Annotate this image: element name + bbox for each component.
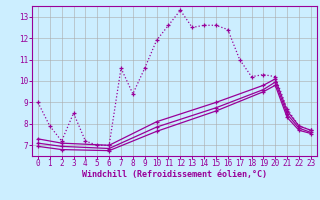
X-axis label: Windchill (Refroidissement éolien,°C): Windchill (Refroidissement éolien,°C): [82, 170, 267, 179]
